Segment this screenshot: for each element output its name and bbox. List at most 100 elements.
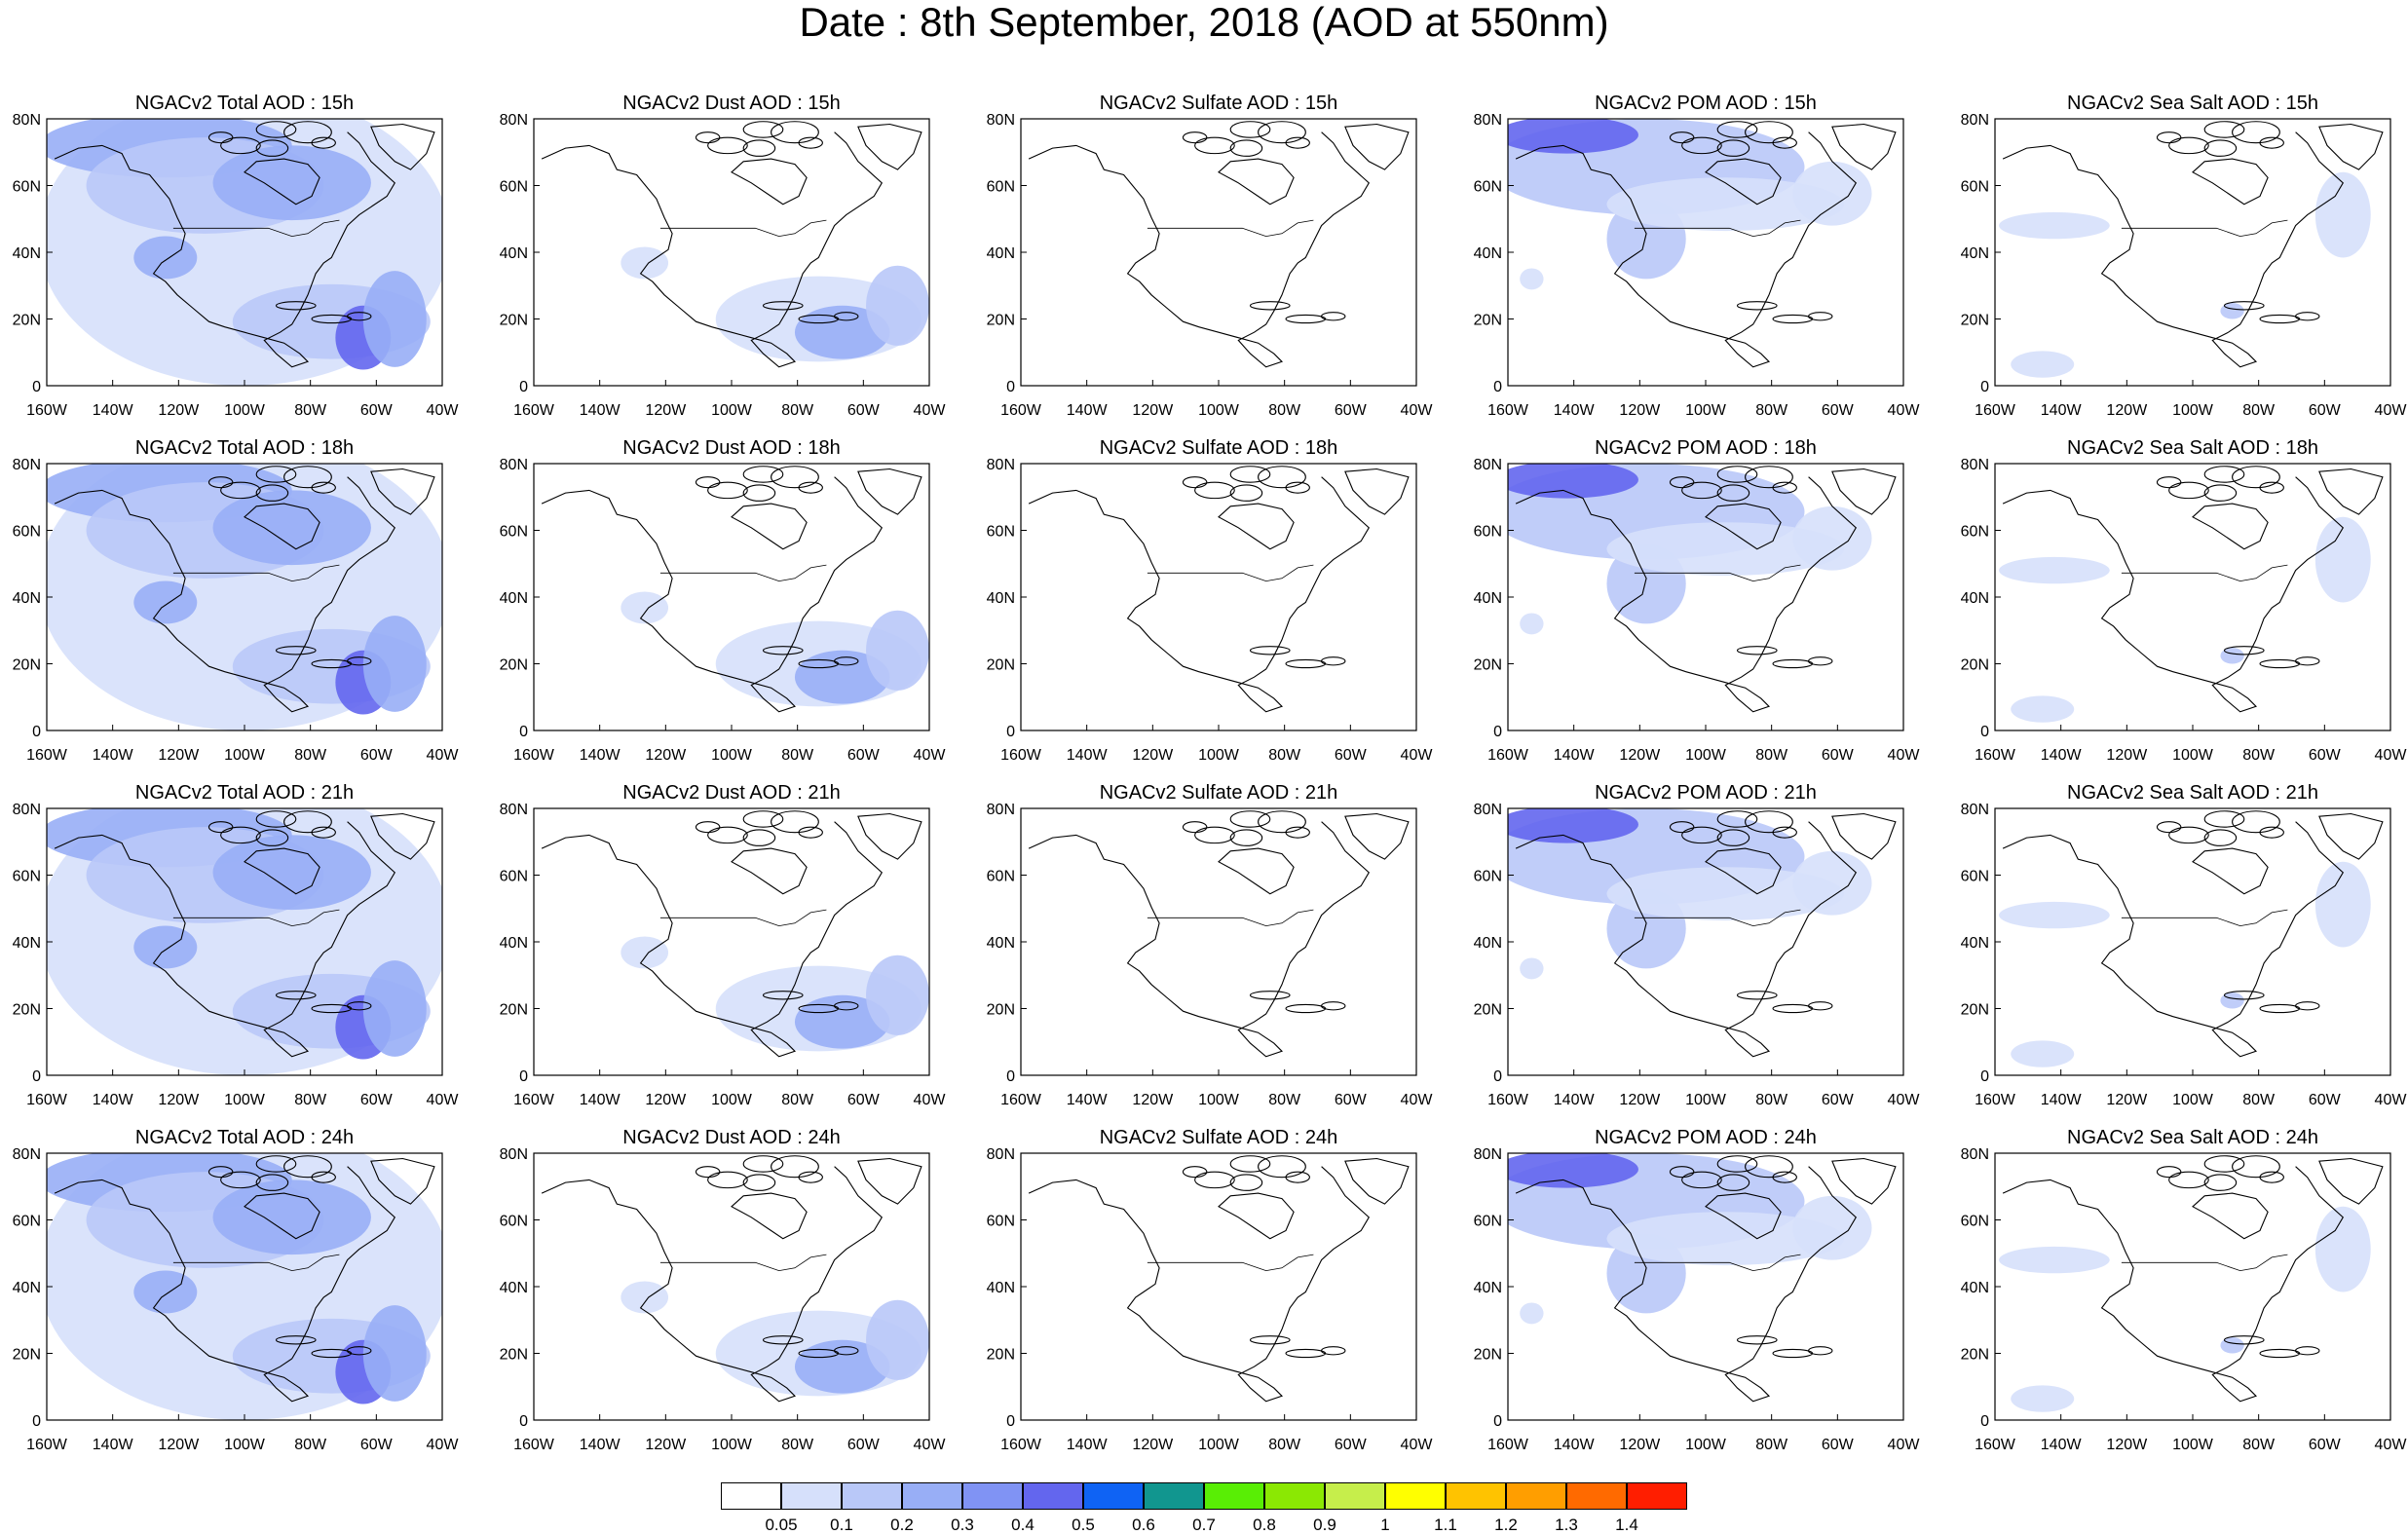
island-outline <box>347 1346 372 1356</box>
island-outline <box>1258 810 1306 834</box>
y-tick-label: 60N <box>987 1214 1015 1230</box>
island-outline <box>255 829 289 846</box>
x-tick-label: 100W <box>224 747 266 764</box>
y-tick-label: 20N <box>987 1347 1015 1364</box>
island-outline <box>1736 1335 1778 1345</box>
island-outline <box>1716 121 1758 138</box>
island-outline <box>283 121 332 144</box>
x-tick-label: 120W <box>1619 747 1661 764</box>
x-tick-label: 120W <box>1619 402 1661 419</box>
country-border <box>659 1254 827 1272</box>
island-outline <box>275 1335 317 1345</box>
map-panel: NGACv2 POM AOD : 21h 160W 140W 120W 100W 80W 6… <box>1474 782 1921 1108</box>
y-tick-label: 0 <box>1006 724 1015 740</box>
y-tick-label: 60N <box>13 179 41 196</box>
x-tick-label: 160W <box>1975 1437 2016 1453</box>
island-outline <box>2295 656 2320 666</box>
island-outline <box>742 810 784 828</box>
greenland-outline <box>370 468 435 515</box>
x-tick-label: 140W <box>1067 1437 1109 1453</box>
x-tick-label: 60W <box>360 402 394 419</box>
x-tick-label: 140W <box>93 747 134 764</box>
island-outline <box>1745 466 1793 489</box>
y-tick-label: 60N <box>1961 179 1989 196</box>
map-panel: NGACv2 Total AOD : 21h 160W 140W 120W 100W 80… <box>13 782 460 1108</box>
island-outline <box>1249 1335 1291 1345</box>
y-tick-label: 40N <box>13 590 41 607</box>
x-tick-label: 100W <box>1198 747 1240 764</box>
x-tick-label: 80W <box>2242 1092 2276 1108</box>
map-panel: NGACv2 Sea Salt AOD : 21h 160W 140W 120W 100… <box>1961 782 2408 1108</box>
y-tick-label: 60N <box>500 179 528 196</box>
island-outline <box>1229 1155 1271 1173</box>
island-outline <box>707 1171 748 1189</box>
x-tick-label: 100W <box>1198 402 1240 419</box>
y-tick-label: 0 <box>32 379 41 395</box>
aod-region <box>362 271 427 367</box>
island-outline <box>742 139 776 157</box>
aod-region <box>1999 1246 2110 1274</box>
x-tick-label: 140W <box>1067 402 1109 419</box>
greenland-outline <box>857 123 922 170</box>
aod-region <box>621 246 669 280</box>
island-outline <box>2156 821 2182 834</box>
island-outline <box>1182 821 1208 834</box>
coastlines <box>2002 121 2384 368</box>
colorbar-label: 0.7 <box>1192 1516 1216 1534</box>
island-outline <box>1681 481 1722 500</box>
y-tick-label: 60N <box>1961 524 1989 541</box>
x-tick-label: 100W <box>2172 1437 2214 1453</box>
y-tick-label: 20N <box>1961 1347 1989 1364</box>
island-outline <box>1808 312 1833 321</box>
island-outline <box>2168 826 2209 844</box>
island-outline <box>1772 1171 1797 1183</box>
island-outline <box>207 131 234 144</box>
x-tick-label: 100W <box>711 402 753 419</box>
aod-region <box>866 1299 929 1380</box>
coastlines <box>1515 1155 1897 1403</box>
island-outline <box>1669 1166 1695 1179</box>
panel-title: NGACv2 Dust AOD : 15h <box>622 93 840 114</box>
map-panel: NGACv2 POM AOD : 24h 160W 140W 120W 100W 80W 6… <box>1474 1127 1921 1453</box>
island-outline <box>207 821 234 834</box>
y-tick-label: 60N <box>1474 179 1502 196</box>
x-tick-label: 80W <box>1755 1437 1788 1453</box>
colorbar-swatch <box>962 1482 1023 1510</box>
aod-region <box>621 1281 669 1314</box>
y-tick-label: 20N <box>500 657 528 674</box>
x-tick-label: 40W <box>427 402 460 419</box>
coastlines <box>1515 121 1897 368</box>
island-outline <box>311 1171 336 1183</box>
coastline <box>2002 131 2345 368</box>
island-outline <box>1736 646 1778 655</box>
x-tick-label: 40W <box>2375 747 2408 764</box>
map-panel: NGACv2 Total AOD : 15h 160W 140W 120W 100W 80… <box>13 93 460 419</box>
aod-shading <box>47 464 442 730</box>
island-outline <box>2203 139 2238 157</box>
y-tick-label: 40N <box>987 1280 1015 1296</box>
x-tick-label: 40W <box>1888 402 1921 419</box>
island-outline <box>1182 131 1208 144</box>
x-tick-label: 80W <box>294 402 327 419</box>
y-tick-label: 0 <box>1980 1068 1989 1085</box>
island-outline <box>1229 139 1263 157</box>
colorbar-label: 1.2 <box>1494 1516 1518 1534</box>
y-tick-label: 80N <box>1474 457 1502 473</box>
hudson-bay-outline <box>244 158 320 206</box>
island-outline <box>2232 1155 2280 1179</box>
coastline <box>1028 476 1371 713</box>
x-tick-label: 140W <box>2041 1437 2083 1453</box>
y-tick-label: 0 <box>1493 1068 1502 1085</box>
greenland-outline <box>1831 123 1897 170</box>
coastlines <box>541 810 922 1058</box>
aod-shading <box>1021 1153 1416 1420</box>
country-border <box>1147 564 1314 582</box>
coastlines <box>1028 466 1410 713</box>
country-border <box>659 909 827 927</box>
y-tick-label: 60N <box>13 869 41 885</box>
island-outline <box>1745 810 1793 834</box>
x-tick-label: 40W <box>1401 1437 1434 1453</box>
x-tick-label: 40W <box>914 1437 947 1453</box>
coastline <box>2002 476 2345 713</box>
x-tick-label: 100W <box>224 402 266 419</box>
